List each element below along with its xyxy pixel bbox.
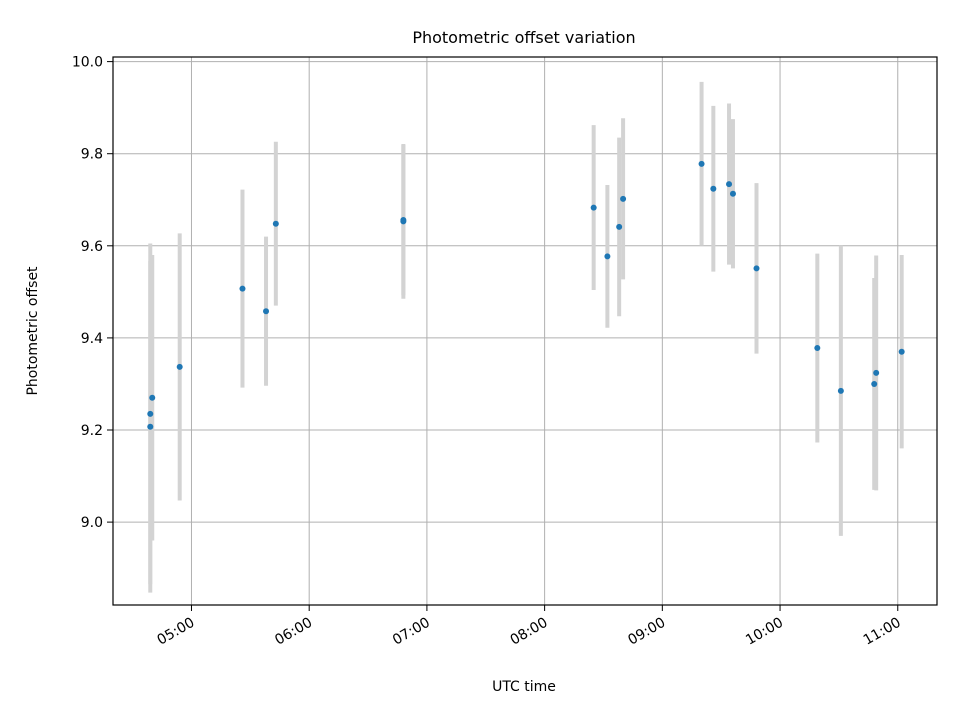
y-tick-label: 10.0 [72, 55, 103, 71]
data-point [871, 380, 878, 387]
data-point [726, 181, 733, 188]
grid [113, 57, 937, 605]
plot-frame [112, 56, 938, 606]
chart-title: Photometric offset variation [412, 28, 635, 47]
x-tick-label: 05:00 [155, 615, 198, 649]
y-tick-label: 9.2 [81, 423, 103, 439]
x-tick-label: 06:00 [272, 615, 315, 649]
x-tick-label: 10:00 [743, 615, 786, 649]
data-point [239, 285, 246, 292]
y-tick-label: 9.6 [81, 239, 103, 255]
x-axis-label: UTC time [492, 679, 556, 695]
data-point [729, 190, 736, 197]
data-point [147, 423, 154, 430]
data-point [604, 253, 611, 260]
x-tick-label: 11:00 [861, 615, 904, 649]
x-tick-label: 09:00 [625, 615, 668, 649]
y-tick-label: 9.8 [81, 147, 103, 163]
data-point [698, 160, 705, 167]
data-points [147, 160, 905, 430]
data-point [263, 308, 270, 315]
data-point [400, 217, 407, 224]
y-tick-label: 9.4 [81, 331, 103, 347]
data-point [620, 195, 627, 202]
data-point [149, 394, 156, 401]
data-point [616, 223, 623, 230]
y-axis-ticks: 9.0 9.2 9.4 9.6 9.8 10.0 [72, 55, 113, 531]
x-tick-label: 08:00 [508, 615, 551, 649]
data-point [873, 369, 880, 376]
data-point [814, 345, 821, 352]
data-point [837, 387, 844, 394]
error-bars [148, 81, 904, 593]
data-point [898, 348, 905, 355]
data-point [753, 265, 760, 272]
data-point [176, 363, 183, 370]
x-axis-ticks: 05:00 06:00 07:00 08:00 09:00 10:00 11:00 [155, 605, 904, 649]
data-point [710, 185, 717, 192]
data-point [272, 220, 279, 227]
y-tick-label: 9.0 [81, 515, 103, 531]
y-axis-label: Photometric offset [25, 266, 41, 396]
x-tick-label: 07:00 [390, 615, 433, 649]
data-point [147, 410, 154, 417]
data-point [590, 204, 597, 211]
